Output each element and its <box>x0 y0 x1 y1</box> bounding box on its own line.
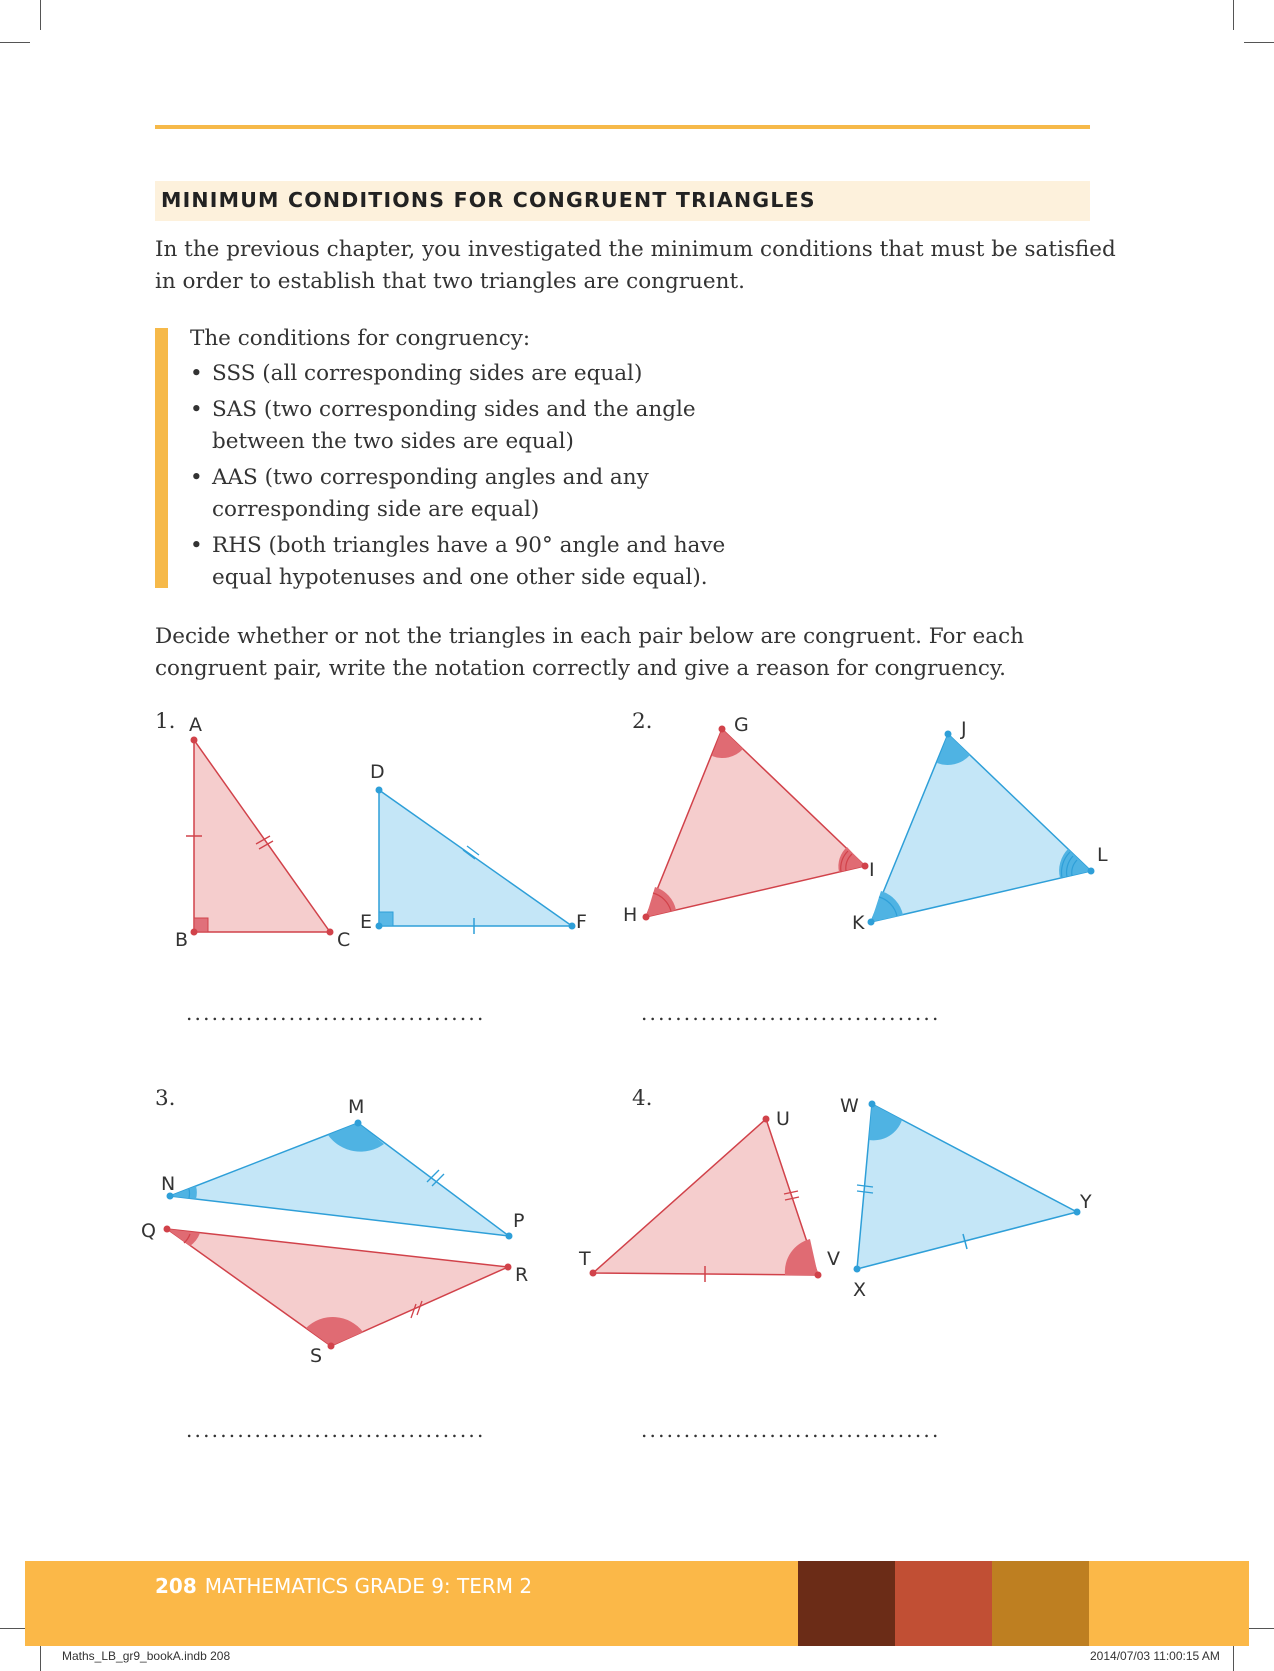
triangle-jkl <box>867 730 1095 926</box>
book-title: MATHEMATICS GRADE 9: TERM 2 <box>204 1574 533 1598</box>
triangle-tuv <box>589 1115 822 1282</box>
intro-paragraph: In the previous chapter, you investigate… <box>155 234 1116 298</box>
crop-mark <box>1233 1641 1234 1671</box>
condition-text: AAS (two corresponding angles and any co… <box>212 465 649 522</box>
condition-text: SAS (two corresponding sides and the ang… <box>212 397 696 454</box>
print-slug-right: 2014/07/03 11:00:15 AM <box>1090 1649 1220 1663</box>
top-rule <box>155 125 1090 129</box>
vertex-label: T <box>578 1248 591 1270</box>
footer-swatch <box>992 1561 1089 1646</box>
bullet-icon: • <box>190 361 203 386</box>
bullet-icon: • <box>190 397 203 422</box>
triangle-diagrams: A B C D E F G H I <box>141 714 1108 1367</box>
vertex-label: E <box>360 911 372 933</box>
vertex-label: Q <box>141 1220 156 1242</box>
vertex-label: R <box>515 1264 528 1286</box>
vertex-label: V <box>827 1248 840 1270</box>
condition-text: SSS (all corresponding sides are equal) <box>212 361 643 386</box>
condition-item: • RHS (both triangles have a 90° angle an… <box>190 530 725 594</box>
vertex-label: J <box>960 718 967 740</box>
condition-item: • AAS (two corresponding angles and any c… <box>190 462 725 526</box>
answer-line[interactable]: ................................... <box>186 1418 486 1442</box>
vertex-label: C <box>337 929 350 951</box>
vertex-label: I <box>869 859 875 881</box>
bullet-icon: • <box>190 465 203 490</box>
problem-number: 3. <box>155 1086 176 1111</box>
triangle-mnp <box>166 1119 513 1240</box>
vertex-label: Y <box>1079 1191 1092 1213</box>
crop-mark <box>1233 0 1234 30</box>
vertex-label: S <box>310 1345 322 1367</box>
intro-line: in order to establish that two triangles… <box>155 269 745 294</box>
vertex-label: P <box>513 1210 524 1232</box>
problem-number: 2. <box>632 709 653 734</box>
print-slug-left: Maths_LB_gr9_bookA.indb 208 <box>62 1649 231 1663</box>
vertex-label: U <box>776 1108 790 1130</box>
vertex-label: B <box>175 929 188 951</box>
bullet-icon: • <box>190 533 203 558</box>
vertex-label: X <box>853 1279 866 1301</box>
vertex-label: W <box>840 1095 859 1117</box>
section-heading: MINIMUM CONDITIONS FOR CONGRUENT TRIANGL… <box>161 188 816 212</box>
triangle-def <box>375 786 576 934</box>
footer-title: 208 MATHEMATICS GRADE 9: TERM 2 <box>155 1574 532 1598</box>
vertex-label: M <box>348 1096 364 1118</box>
vertex-label: K <box>852 912 865 934</box>
conditions-box-bar <box>155 328 168 588</box>
instruction-paragraph: Decide whether or not the triangles in e… <box>155 621 1024 685</box>
problem-number: 1. <box>155 709 176 734</box>
vertex-label: G <box>734 714 749 736</box>
conditions-list: • SSS (all corresponding sides are equal)… <box>190 358 725 594</box>
answer-line[interactable]: ................................... <box>641 1001 941 1025</box>
crop-mark <box>1244 1628 1274 1629</box>
footer-swatch <box>895 1561 992 1646</box>
condition-item: • SSS (all corresponding sides are equal) <box>190 358 725 390</box>
instruction-line: congruent pair, write the notation corre… <box>155 656 1007 681</box>
page-number: 208 <box>155 1574 197 1598</box>
heading-band <box>155 181 1090 221</box>
condition-text: RHS (both triangles have a 90° angle and… <box>212 533 726 590</box>
instruction-line: Decide whether or not the triangles in e… <box>155 624 1024 649</box>
crop-mark <box>0 1628 30 1629</box>
triangle-qrs <box>163 1225 512 1350</box>
vertex-label: L <box>1097 844 1108 866</box>
answer-line[interactable]: ................................... <box>186 1001 486 1025</box>
intro-line: In the previous chapter, you investigate… <box>155 237 1116 262</box>
vertex-label: N <box>161 1173 175 1195</box>
answer-line[interactable]: ................................... <box>641 1418 941 1442</box>
vertex-label: H <box>623 904 637 926</box>
crop-mark <box>40 1641 41 1671</box>
triangle-ghi <box>642 725 869 921</box>
crop-mark <box>0 42 30 43</box>
vertex-label: D <box>370 761 385 783</box>
vertex-label: F <box>576 911 587 933</box>
vertex-label: A <box>189 714 202 736</box>
conditions-title: The conditions for congruency: <box>190 326 531 351</box>
footer-swatch <box>798 1561 895 1646</box>
triangle-wxy <box>853 1100 1081 1273</box>
triangle-abc <box>186 736 334 936</box>
problem-number: 4. <box>632 1086 653 1111</box>
condition-item: • SAS (two corresponding sides and the an… <box>190 394 725 458</box>
crop-mark <box>40 0 41 30</box>
crop-mark <box>1244 42 1274 43</box>
